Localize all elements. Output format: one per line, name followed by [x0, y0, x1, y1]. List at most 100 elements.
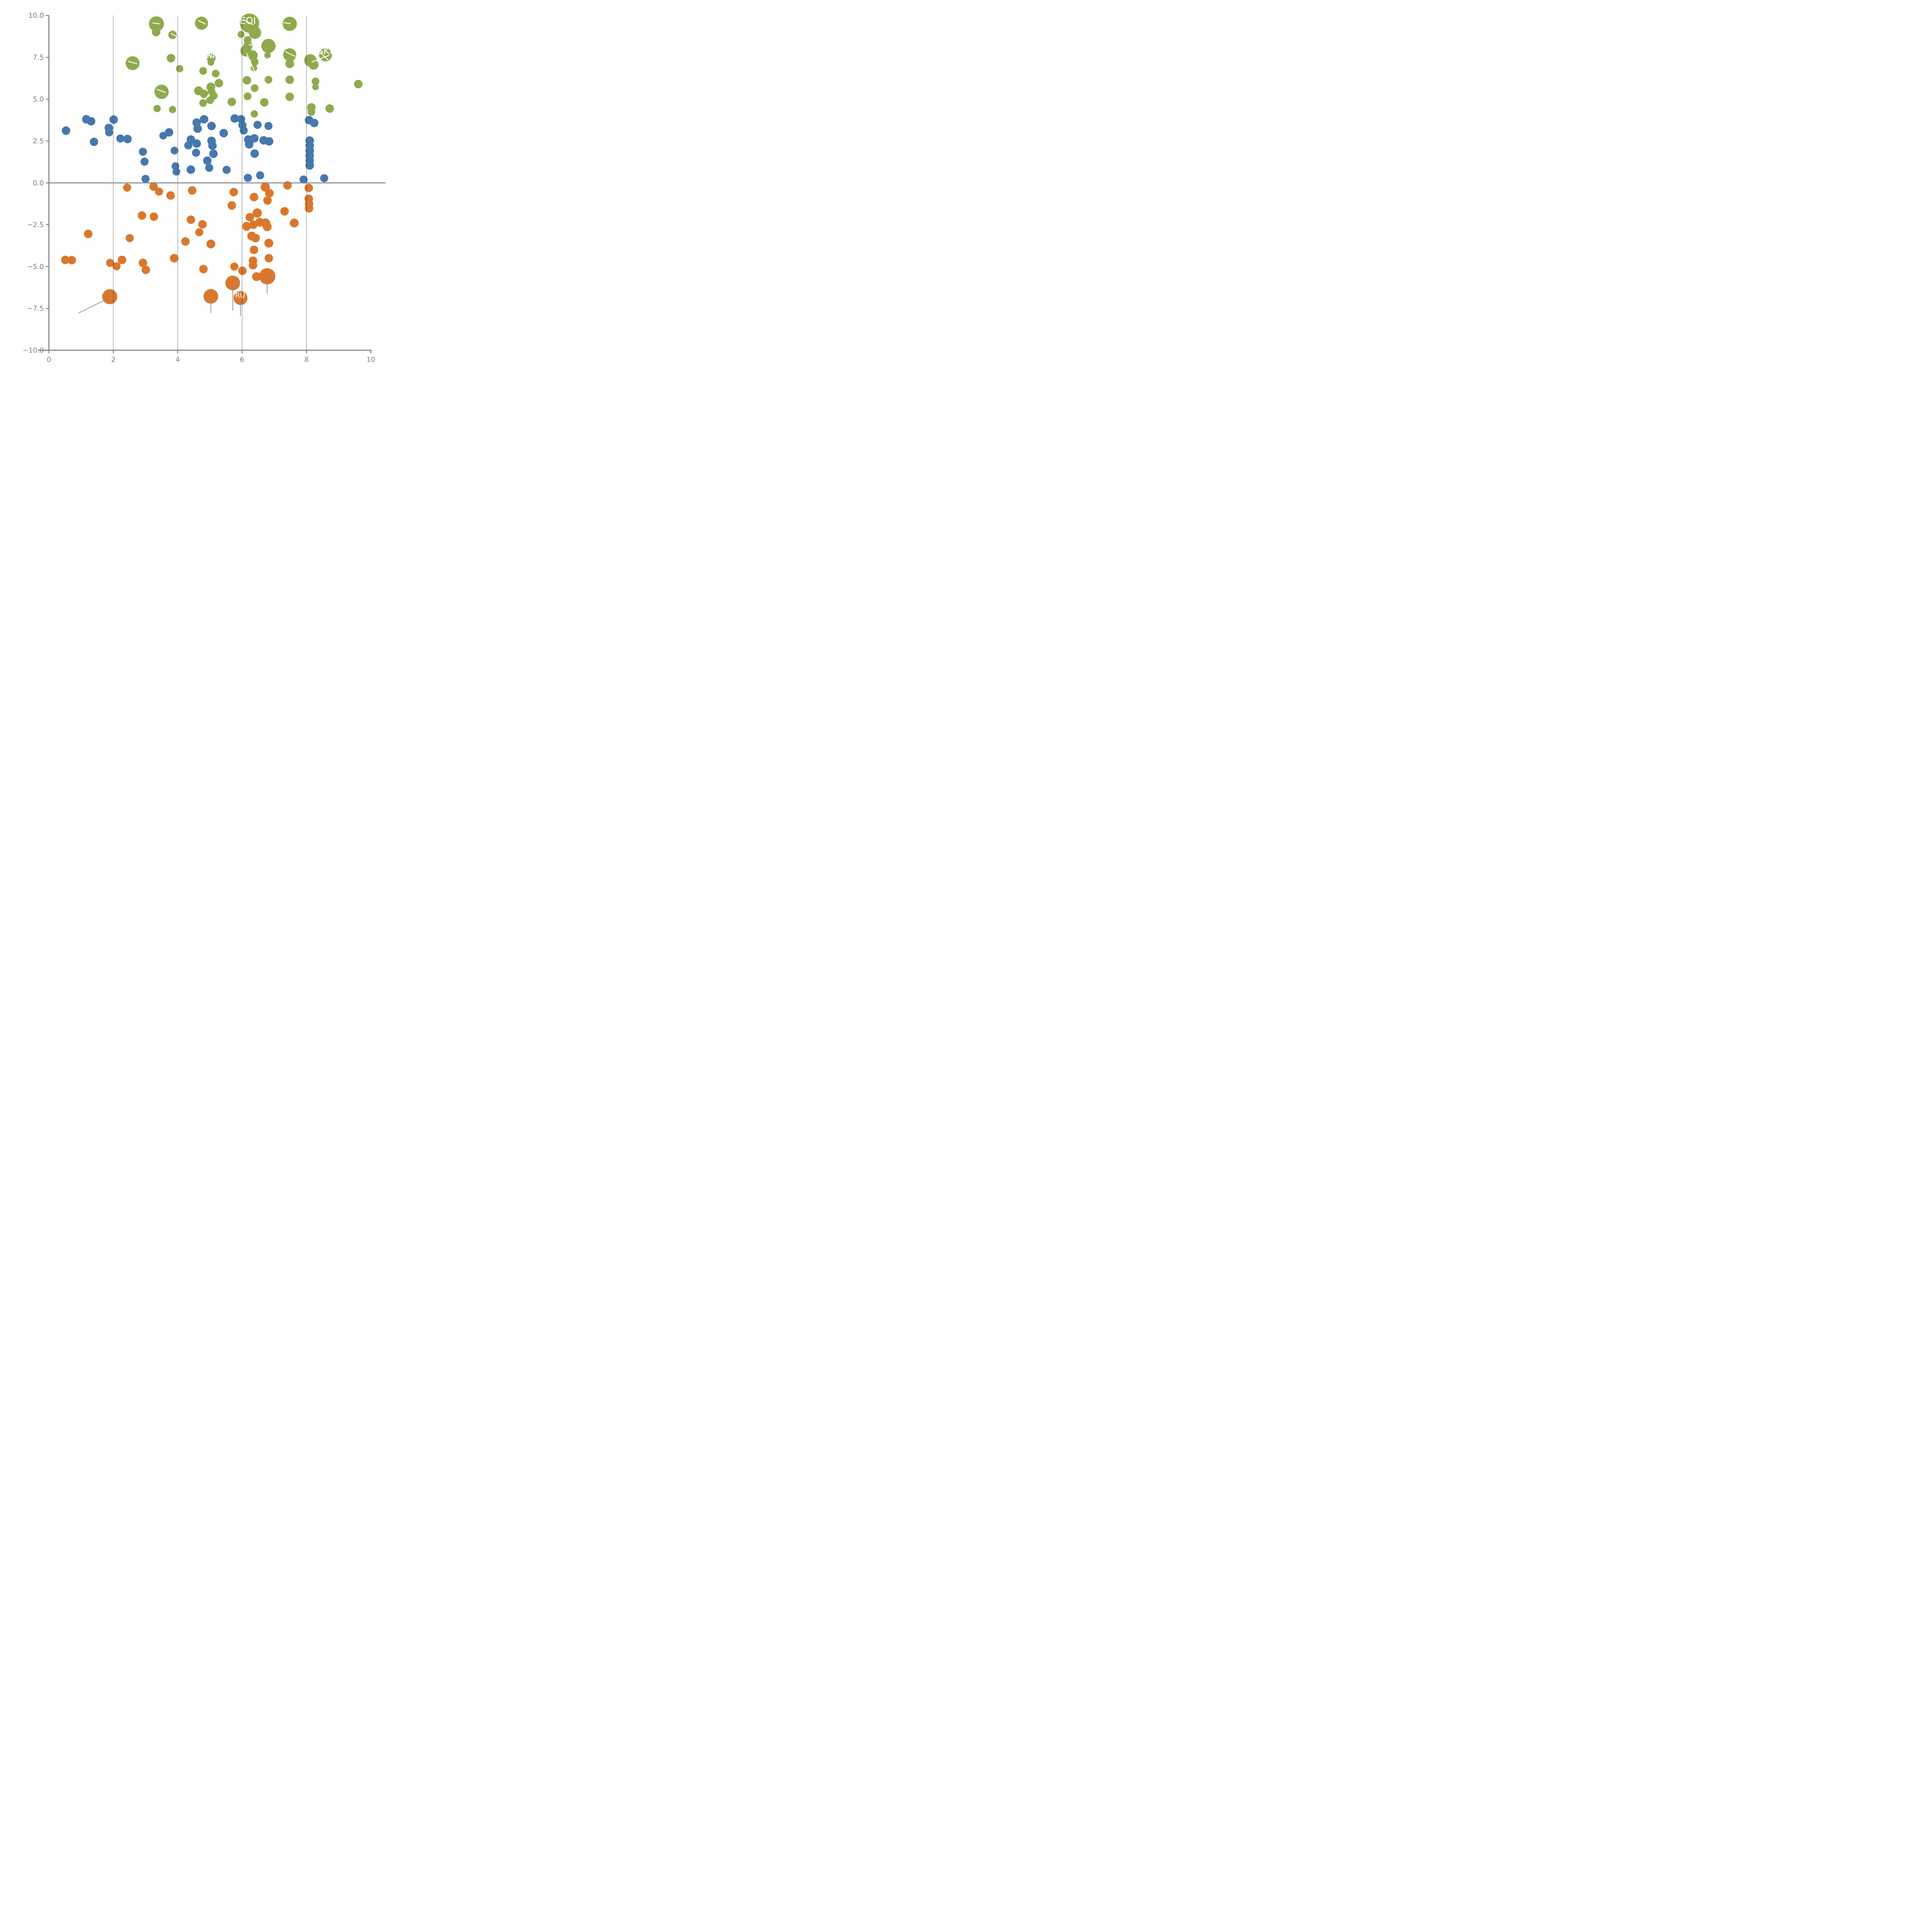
data-point-blue-cluster: [230, 114, 239, 123]
bubble-label: RU: [235, 291, 245, 299]
data-point-orange-cluster: [248, 261, 257, 270]
data-point-orange-cluster: [264, 238, 274, 248]
data-point-orange-cluster: [155, 187, 163, 196]
data-point-orange-cluster: [229, 188, 238, 197]
data-point-green-cluster: [206, 96, 214, 104]
data-point-green-cluster: [260, 98, 269, 107]
data-point-green-cluster: [199, 67, 207, 75]
bubble-scatter-chart: EOI SKI WI MI RU 10.0 7.5 5.0 2.5 0.0 −2.5 −5.0 −7.5…: [22, 12, 386, 364]
data-point-green-cluster: [195, 17, 208, 30]
data-point-orange-cluster: [304, 204, 313, 213]
x-tick-label: 4: [175, 355, 180, 364]
data-point-orange-cluster: [238, 266, 247, 275]
data-point-orange-cluster: [203, 289, 218, 304]
data-point-blue-cluster: [256, 171, 264, 180]
data-point-orange-cluster: [225, 276, 240, 291]
white-leader-line: [246, 53, 257, 76]
data-point-blue-cluster: [141, 175, 150, 183]
data-point-blue-cluster: [192, 148, 200, 157]
white-leader-line: [242, 19, 254, 25]
data-point-green-cluster: [312, 83, 319, 90]
data-point-blue-cluster: [203, 156, 212, 165]
data-point-orange-cluster: [170, 254, 179, 263]
y-tick-label: −5.0: [27, 263, 44, 271]
data-point-orange-cluster: [199, 265, 208, 274]
white-leader-line: [209, 54, 214, 58]
data-point-blue-cluster: [264, 122, 273, 130]
data-point-green-cluster: [308, 60, 319, 70]
bubble-label: MI: [264, 56, 272, 65]
data-point-green-cluster: [214, 79, 223, 88]
data-point-orange-cluster: [264, 254, 273, 263]
y-tick-label: 5.0: [33, 95, 44, 104]
data-point-blue-cluster: [244, 173, 252, 182]
data-point-green-cluster: [167, 54, 175, 63]
y-tick-label: −10.0: [22, 347, 44, 355]
gray-leader-line: [78, 298, 109, 314]
white-leader-line: [285, 51, 296, 57]
x-tick-label: 10: [366, 355, 375, 364]
data-point-orange-cluster: [259, 268, 276, 284]
data-point-orange-cluster: [265, 189, 274, 198]
y-tick-label: −7.5: [27, 304, 44, 313]
bubble-label: SKI: [317, 45, 332, 56]
data-point-blue-cluster: [140, 157, 149, 166]
data-point-blue-cluster: [207, 122, 216, 130]
data-point-orange-cluster: [117, 255, 126, 264]
data-point-green-cluster: [238, 31, 245, 38]
data-point-orange-cluster: [245, 213, 254, 222]
y-tick-label: 10.0: [29, 12, 44, 20]
white-leader-line: [283, 22, 291, 24]
data-point-green-cluster: [248, 26, 261, 39]
data-point-blue-cluster: [139, 148, 147, 156]
data-point-orange-cluster: [290, 218, 299, 228]
data-point-green-cluster: [176, 65, 184, 73]
data-point-blue-cluster: [299, 175, 308, 184]
data-point-green-cluster: [199, 99, 207, 107]
y-tick-label: 7.5: [33, 53, 44, 61]
data-point-orange-cluster: [141, 265, 150, 274]
data-point-orange-cluster: [188, 186, 197, 195]
data-point-orange-cluster: [67, 256, 76, 265]
data-point-green-cluster: [243, 76, 251, 85]
y-tick-label: −2.5: [27, 221, 44, 229]
bubble-label: WI: [206, 52, 214, 60]
data-point-blue-cluster: [200, 115, 209, 124]
data-point-green-cluster: [285, 59, 294, 68]
bubble-scatter-page: EOI SKI WI MI RU 10.0 7.5 5.0 2.5 0.0 −2.5 −5.0 −7.5…: [0, 0, 386, 386]
data-point-blue-cluster: [116, 134, 125, 143]
data-point-green-cluster: [248, 50, 258, 61]
data-point-orange-cluster: [252, 208, 262, 218]
white-leader-line: [319, 60, 327, 67]
data-point-orange-cluster: [260, 182, 270, 192]
data-point-orange-cluster: [149, 182, 158, 191]
data-point-orange-cluster: [181, 237, 190, 246]
data-point-blue-cluster: [90, 138, 98, 146]
data-point-green-cluster: [283, 48, 296, 61]
data-point-green-cluster: [153, 105, 161, 112]
data-point-blue-cluster: [209, 149, 218, 158]
data-point-green-cluster: [200, 90, 208, 98]
data-point-orange-cluster: [242, 222, 251, 231]
data-point-orange-cluster: [227, 201, 236, 210]
data-point-orange-cluster: [126, 234, 134, 242]
data-point-orange-cluster: [230, 262, 238, 271]
data-point-orange-cluster: [280, 207, 289, 216]
data-point-green-cluster: [152, 28, 161, 36]
data-point-orange-cluster: [61, 255, 70, 264]
data-point-green-cluster: [325, 104, 334, 113]
data-point-blue-cluster: [240, 126, 248, 135]
data-point-blue-cluster: [205, 163, 213, 172]
data-point-green-cluster: [154, 85, 169, 99]
data-point-green-cluster: [264, 76, 272, 84]
data-point-orange-cluster: [166, 191, 175, 200]
data-point-orange-cluster: [123, 183, 131, 192]
data-point-blue-cluster: [237, 115, 245, 123]
data-point-blue-cluster: [109, 115, 118, 124]
data-point-orange-cluster: [138, 259, 147, 267]
x-tick-label: 2: [111, 355, 115, 364]
data-point-green-cluster: [261, 39, 276, 53]
data-point-green-cluster: [169, 106, 176, 113]
data-point-orange-cluster: [263, 222, 272, 231]
data-point-blue-cluster: [193, 124, 202, 133]
